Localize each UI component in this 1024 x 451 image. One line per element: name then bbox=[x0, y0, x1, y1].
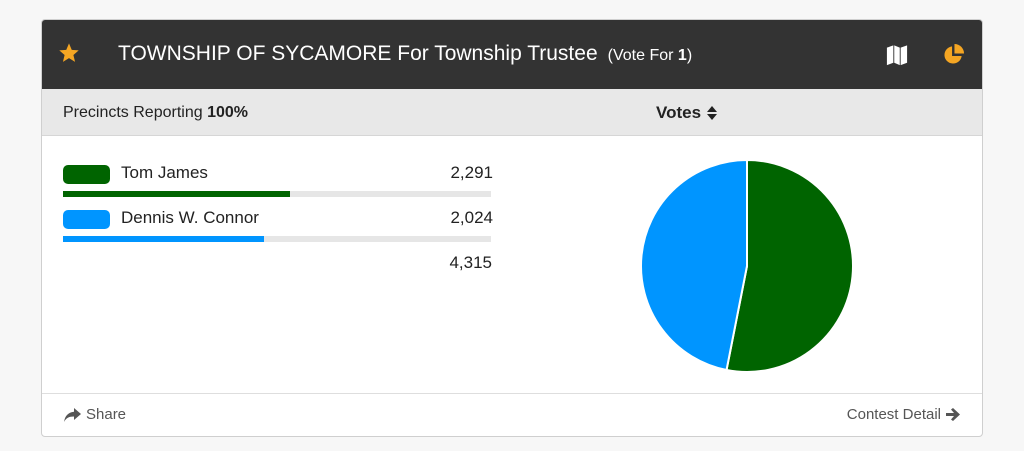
candidate-name: Tom James bbox=[121, 163, 208, 182]
share-label: Share bbox=[86, 406, 127, 423]
candidate-name: Dennis W. Connor bbox=[121, 208, 259, 227]
contest-detail-link[interactable]: Contest Detail bbox=[847, 406, 960, 423]
star-icon[interactable] bbox=[58, 42, 80, 64]
share-icon bbox=[64, 407, 81, 422]
vote-for-count: 1 bbox=[677, 47, 687, 64]
vote-pie-chart bbox=[640, 158, 854, 373]
contest-title: TOWNSHIP OF SYCAMORE For Township Truste… bbox=[118, 42, 692, 66]
candidate-votes: 2,024 bbox=[450, 208, 493, 227]
vote-share-bar bbox=[63, 191, 491, 197]
card-footer: Share Contest Detail bbox=[42, 393, 982, 436]
contest-title-text: TOWNSHIP OF SYCAMORE For Township Truste… bbox=[118, 42, 598, 65]
candidate-color-swatch bbox=[63, 165, 110, 184]
vote-share-bar bbox=[63, 236, 491, 242]
contest-card: TOWNSHIP OF SYCAMORE For Township Truste… bbox=[41, 19, 983, 437]
pie-slice bbox=[725, 158, 854, 373]
total-votes: 4,315 bbox=[449, 253, 492, 272]
map-icon[interactable] bbox=[886, 44, 908, 66]
arrow-right-icon bbox=[946, 408, 960, 421]
precincts-reporting: Precincts Reporting 100% bbox=[63, 104, 248, 121]
votes-label: Votes bbox=[656, 103, 702, 122]
contest-detail-label: Contest Detail bbox=[846, 406, 941, 423]
votes-sort-button[interactable]: Votes bbox=[656, 103, 718, 123]
results-subheader: Precincts Reporting 100% Votes bbox=[42, 89, 982, 136]
share-button[interactable]: Share bbox=[64, 406, 126, 423]
candidate-color-swatch bbox=[63, 210, 110, 229]
vote-for-label: (Vote For 1) bbox=[607, 47, 693, 64]
vote-share-fill bbox=[63, 191, 291, 197]
sort-icon bbox=[707, 106, 718, 120]
candidate-votes: 2,291 bbox=[450, 163, 493, 182]
pie-chart-icon[interactable] bbox=[942, 43, 965, 66]
pie-slice bbox=[640, 158, 748, 372]
vote-share-fill bbox=[63, 236, 264, 242]
precincts-value: 100% bbox=[207, 104, 248, 121]
contest-header: TOWNSHIP OF SYCAMORE For Township Truste… bbox=[42, 20, 982, 89]
